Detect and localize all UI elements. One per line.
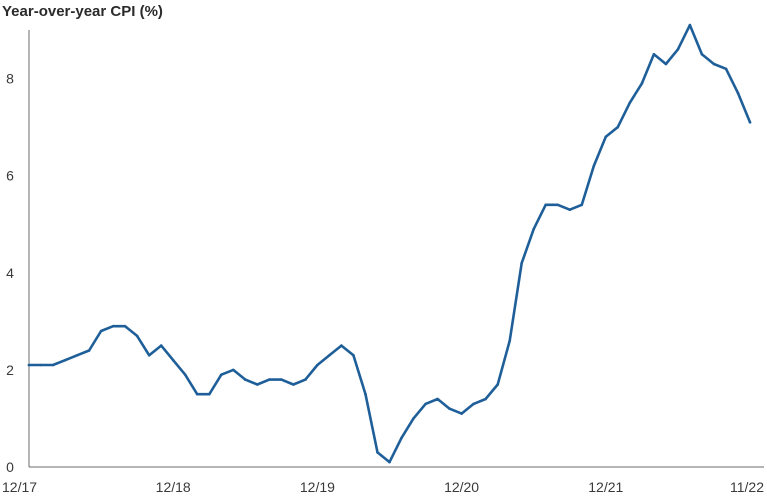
y-tick-label: 8 [6,71,14,87]
data-point [544,203,547,207]
y-tick-label: 4 [6,265,14,281]
x-tick-label: 12/19 [300,479,335,495]
data-point [448,407,451,411]
data-point [244,378,247,381]
y-tick-label: 0 [6,459,14,475]
data-point [580,203,584,207]
data-point [27,363,31,367]
data-point [111,324,115,328]
data-point [640,82,644,85]
data-point [664,62,668,66]
data-point [520,261,523,265]
data-point [39,363,43,367]
data-point [628,101,632,105]
y-tick-label: 6 [6,168,14,184]
data-point [436,397,439,401]
data-point [87,349,91,352]
y-tick-label: 2 [6,362,14,378]
data-point [556,203,559,207]
data-point [135,334,139,338]
data-point [51,363,55,367]
data-point [255,383,259,386]
data-point [400,436,403,440]
data-point [532,227,535,231]
data-point [676,48,680,51]
data-point [292,383,295,386]
data-point [652,53,656,56]
axes [28,30,764,468]
data-point [268,378,271,381]
data-point [748,121,752,124]
data-point [688,23,692,27]
x-tick-label: 11/22 [730,479,764,495]
data-point [99,329,103,333]
data-point [376,451,379,454]
data-point [388,460,391,464]
data-point [220,373,223,377]
data-point [195,392,199,396]
data-point [183,373,187,377]
data-point [496,383,500,386]
data-point [616,125,620,129]
x-tick-label: 12/21 [588,479,623,495]
data-point [352,354,355,357]
data-point [171,358,175,362]
data-point [208,392,211,396]
x-tick-label: 12/18 [156,479,191,495]
data-point [304,378,307,381]
data-point [604,135,608,139]
data-point [592,164,596,168]
data-point [568,208,572,211]
series-layer [27,23,752,464]
data-point [280,378,283,381]
data-point [412,417,415,420]
data-point [712,62,716,66]
data-point [484,397,487,401]
data-point [63,358,67,362]
data-point [123,324,127,328]
data-point [340,344,343,347]
data-point [75,354,79,357]
x-tick-label: 12/20 [444,479,479,495]
x-tick-labels: 12/17 12/18 12/19 12/20 12/21 11/22 [2,479,764,495]
y-tick-labels: 0 2 4 6 8 [6,71,14,475]
data-point [316,363,319,367]
data-point [736,91,740,95]
data-point [232,368,235,372]
data-point [364,392,367,396]
data-point [147,354,151,357]
data-point [724,67,728,71]
data-point [159,344,163,347]
data-point [472,402,475,406]
data-point [328,354,331,357]
data-point [700,53,704,56]
cpi-series-line [27,23,752,464]
data-point [424,402,427,406]
x-tick-label: 12/17 [2,479,37,495]
data-point [460,412,463,415]
data-point [508,339,512,343]
chart-title: Year-over-year CPI (%) [2,3,163,20]
